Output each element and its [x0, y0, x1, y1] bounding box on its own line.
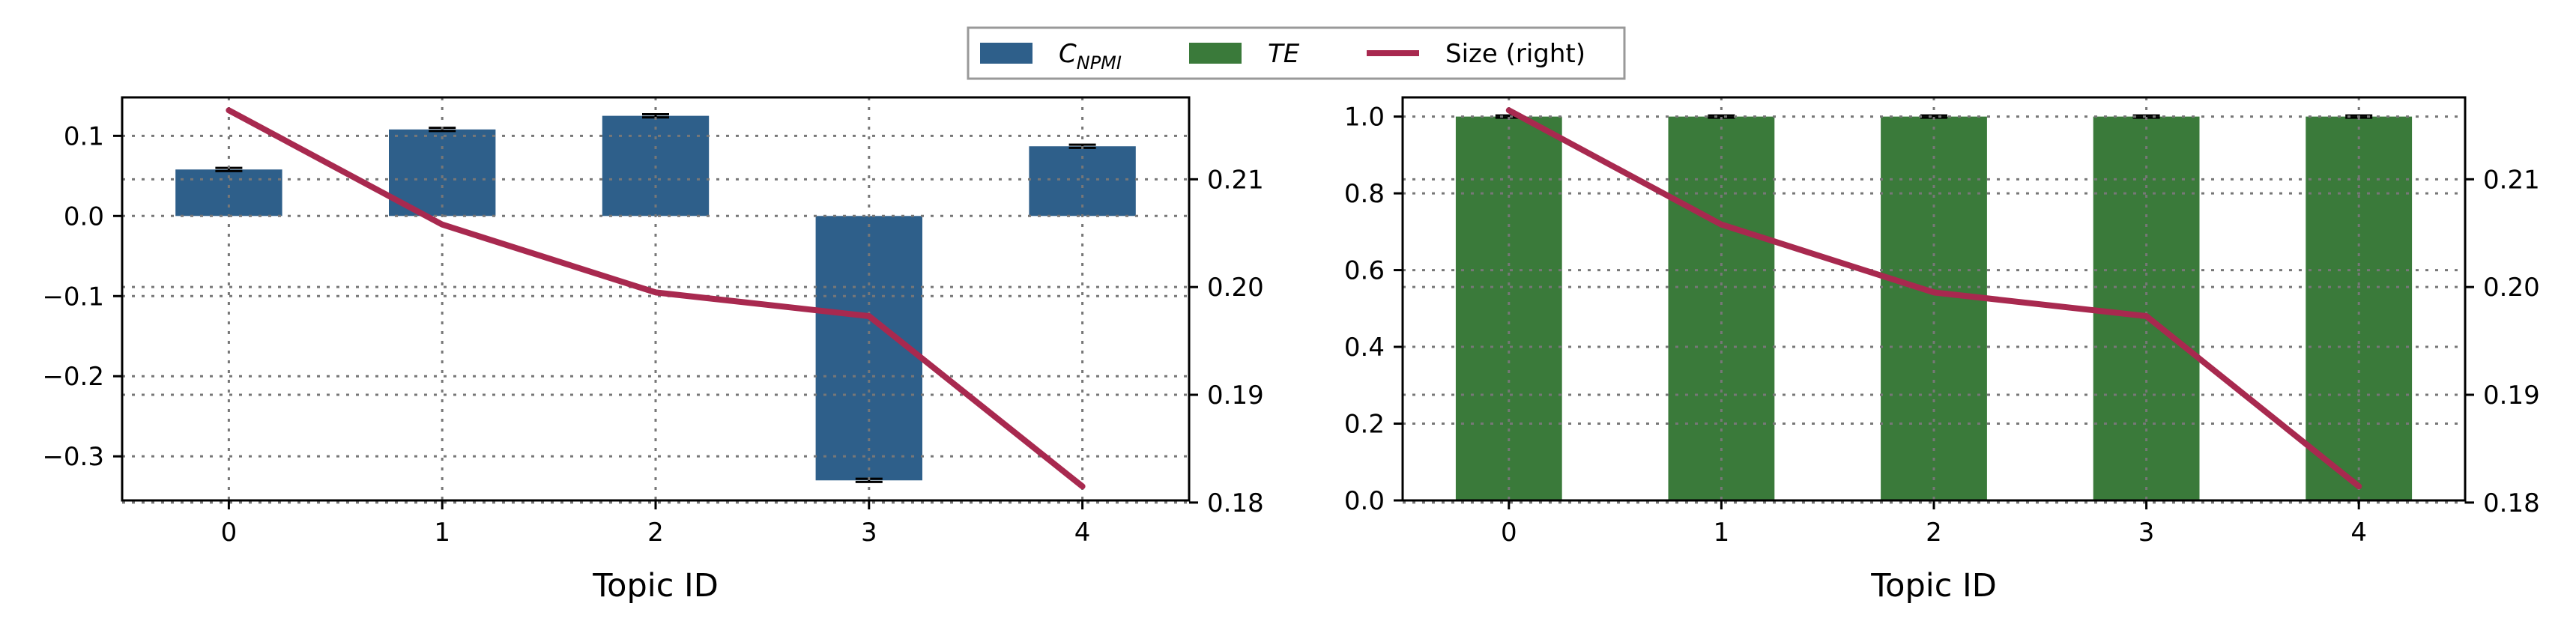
y-axis-left: 1.0 0.8 0.6 0.4 0.2 0.0	[1344, 103, 1403, 516]
bar-2	[1881, 116, 1987, 501]
x-tick-label-1: 1	[1714, 518, 1730, 548]
x-axis: 0 1 2 3 4 Topic ID	[1501, 500, 2367, 605]
bar-1	[389, 129, 496, 216]
y-axis-left: 0.1 0.0 −0.1 −0.2 −0.3	[42, 121, 122, 472]
y-tick-label-3: −0.2	[42, 362, 104, 392]
y-tick-label-4: −0.3	[42, 442, 104, 472]
x-tick-label-3: 3	[861, 518, 877, 548]
legend-frame	[967, 26, 1626, 80]
y2-tick-label-1: 0.20	[2483, 273, 2540, 303]
legend-entry-cnpmi: CNPMI	[980, 39, 1122, 73]
bar-1	[1668, 116, 1775, 501]
bar-4	[2306, 116, 2413, 501]
y-tick-label-3: 0.4	[1344, 333, 1385, 363]
y-tick-label-1: 0.0	[64, 202, 104, 231]
x-tick-label-2: 2	[1926, 518, 1942, 548]
legend-entry-te: TE	[1189, 39, 1300, 69]
legend-label-size: Size (right)	[1445, 39, 1585, 69]
x-tick-label-1: 1	[434, 518, 450, 548]
y-tick-label-2: −0.1	[42, 282, 104, 312]
y2-tick-label-2: 0.19	[2483, 381, 2540, 411]
legend: CNPMI TE Size (right)	[967, 26, 1626, 80]
y2-tick-label-3: 0.18	[1207, 488, 1264, 518]
legend-label-te: TE	[1268, 39, 1300, 69]
x-axis-title: Topic ID	[592, 567, 719, 605]
x-tick-label-4: 4	[1074, 518, 1091, 548]
y2-tick-label-1: 0.20	[1207, 273, 1264, 303]
y2-tick-label-0: 0.21	[2483, 165, 2540, 195]
y-tick-label-0: 0.1	[64, 121, 104, 151]
y-tick-label-4: 0.2	[1344, 410, 1385, 440]
cnpmi-panel: 0.1 0.0 −0.1 −0.2 −0.3 0.21 0.20 0.19 0.18 0 1 2 3 4 T…	[42, 96, 1264, 605]
bar-0	[1455, 116, 1562, 501]
legend-label-cnpmi: CNPMI	[1059, 39, 1122, 73]
y2-tick-label-2: 0.19	[1207, 381, 1264, 411]
y2-tick-label-3: 0.18	[2483, 488, 2540, 518]
bars	[175, 112, 1136, 483]
x-tick-label-4: 4	[2350, 518, 2367, 548]
y-tick-label-5: 0.0	[1344, 486, 1385, 516]
legend-swatch-cnpmi	[980, 43, 1032, 64]
x-axis-title: Topic ID	[1870, 567, 1997, 605]
grid	[122, 97, 1189, 504]
y-tick-label-0: 1.0	[1344, 103, 1385, 133]
y2-tick-label-0: 0.21	[1207, 165, 1264, 195]
x-axis: 0 1 2 3 4 Topic ID	[221, 500, 1091, 605]
x-tick-label-0: 0	[1501, 518, 1517, 548]
x-tick-label-3: 3	[2138, 518, 2155, 548]
bars	[1455, 114, 2413, 501]
legend-entry-size: Size (right)	[1367, 39, 1585, 69]
y-tick-label-2: 0.6	[1344, 256, 1385, 286]
legend-swatch-te	[1189, 43, 1242, 64]
bar-3	[2093, 116, 2200, 501]
y-tick-label-1: 0.8	[1344, 179, 1385, 209]
te-panel: 1.0 0.8 0.6 0.4 0.2 0.0 0.21 0.20 0.19 0.18 0 1 2 3 4 T…	[1344, 96, 2540, 605]
y-axis-right: 0.21 0.20 0.19 0.18	[1189, 165, 1264, 518]
x-tick-label-0: 0	[221, 518, 238, 548]
y-axis-right: 0.21 0.20 0.19 0.18	[2465, 165, 2540, 518]
grid	[1403, 97, 2465, 504]
x-tick-label-2: 2	[647, 518, 664, 548]
